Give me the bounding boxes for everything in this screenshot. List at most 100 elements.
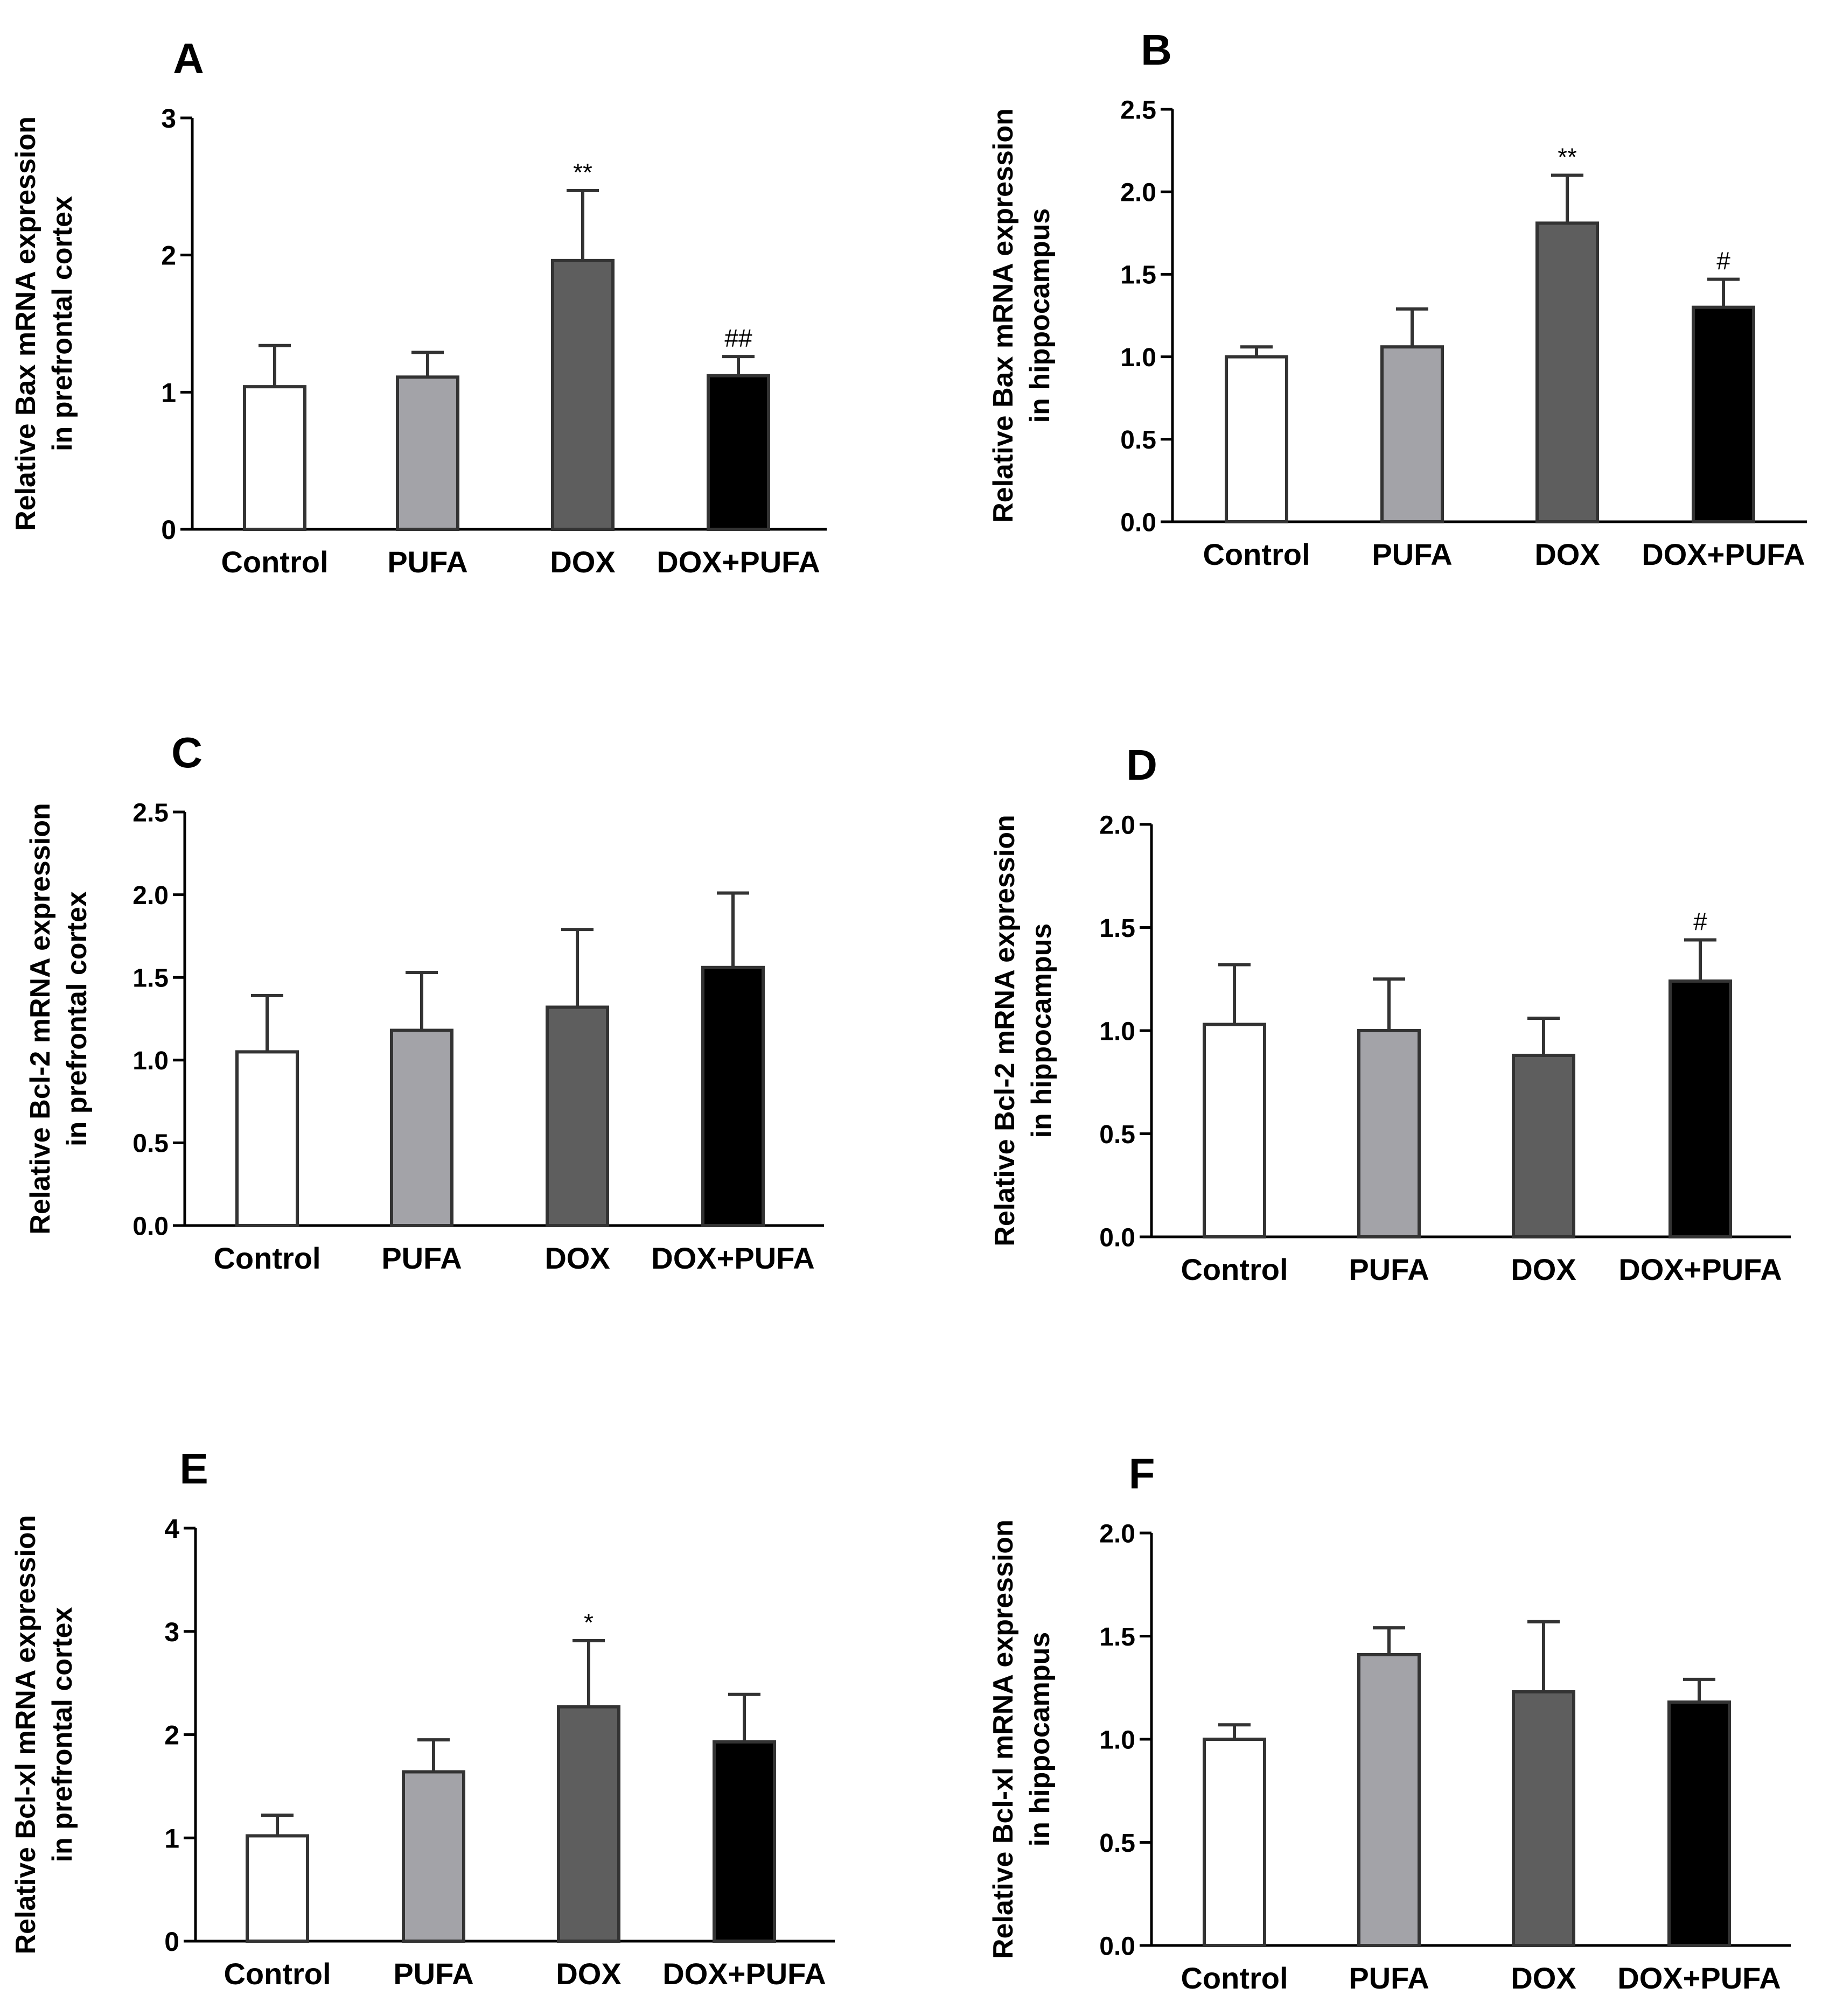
x-tick-label-pufa: PUFA xyxy=(387,545,467,579)
x-tick-label-dox: DOX xyxy=(1511,1961,1576,1995)
x-tick-label-control: Control xyxy=(221,545,328,579)
bar-pufa xyxy=(1380,345,1444,523)
y-axis-label-line1: Relative Bax mRNA expression xyxy=(988,108,1019,523)
y-tick-label: 1.0 xyxy=(1099,1726,1135,1754)
bar-control xyxy=(1225,355,1288,523)
bar-dox xyxy=(546,1005,609,1227)
bar-control xyxy=(1203,1023,1266,1238)
x-tick-label-dox: DOX xyxy=(1534,537,1600,571)
y-tick-label: 1.0 xyxy=(1120,344,1156,372)
y-tick-label: 0.5 xyxy=(1120,426,1156,454)
panel-e: E Relative Bcl-xl mRNA expression in prefr… xyxy=(10,1445,835,1991)
significance-marker-dox: ** xyxy=(573,158,592,186)
panel-label: C xyxy=(171,729,203,776)
bar-dox-pufa xyxy=(1667,1700,1731,1948)
y-tick-label: 3 xyxy=(164,1617,179,1647)
panel-a: A Relative Bax mRNA expression in prefront… xyxy=(10,34,827,579)
bar-dox-pufa xyxy=(1692,305,1755,523)
y-axis-label: Relative Bcl-xl mRNA expression in prefro… xyxy=(10,1515,78,1955)
significance-marker-dox: * xyxy=(584,1608,594,1636)
y-axis-label-line2: in prefrontal cortex xyxy=(47,1607,78,1862)
bar-pufa xyxy=(1357,1029,1421,1238)
x-tick-label-control: Control xyxy=(213,1241,320,1275)
x-tick-label-pufa: PUFA xyxy=(393,1957,473,1991)
x-tick-label-control: Control xyxy=(224,1957,331,1991)
y-axis-label: Relative Bcl-xl mRNA expression in hippoc… xyxy=(988,1520,1056,1959)
y-axis-label-line1: Relative Bax mRNA expression xyxy=(10,116,41,531)
y-tick-label: 2.0 xyxy=(1099,1520,1135,1548)
significance-marker-dox-pufa: ## xyxy=(724,324,752,352)
y-tick-label: 1.5 xyxy=(1120,261,1156,290)
y-axis-label-line2: in prefrontal cortex xyxy=(47,196,78,451)
y-axis-label-line1: Relative Bcl-2 mRNA expression xyxy=(989,815,1021,1246)
x-tick-label-control: Control xyxy=(1181,1252,1288,1286)
panel-c: C Relative Bcl-2 mRNA expression in prefro… xyxy=(25,729,824,1275)
y-tick-label: 1.5 xyxy=(1099,914,1135,943)
y-axis-label-line1: Relative Bcl-xl mRNA expression xyxy=(988,1520,1019,1959)
panel-label: B xyxy=(1141,26,1172,74)
y-tick-label: 1.0 xyxy=(132,1047,169,1075)
y-tick-label: 1.5 xyxy=(132,964,169,992)
bar-dox xyxy=(1512,1053,1575,1238)
y-tick-label: 0 xyxy=(161,515,176,545)
bar-dox xyxy=(557,1705,620,1943)
y-tick-label: 0.0 xyxy=(1099,1223,1135,1252)
y-tick-label: 0.5 xyxy=(1099,1829,1135,1858)
x-tick-label-pufa: PUFA xyxy=(1372,537,1452,571)
significance-marker-dox: ** xyxy=(1558,143,1577,171)
bar-dox xyxy=(551,258,615,531)
bar-control xyxy=(235,1050,299,1227)
y-axis-label-line1: Relative Bcl-2 mRNA expression xyxy=(25,803,56,1234)
bar-control xyxy=(243,385,306,531)
y-axis-label: Relative Bax mRNA expression in prefronta… xyxy=(10,116,78,531)
bar-dox xyxy=(1512,1690,1575,1947)
x-tick-label-control: Control xyxy=(1203,537,1310,571)
x-tick-label-dox-pufa: DOX+PUFA xyxy=(651,1241,814,1275)
y-tick-label: 0.5 xyxy=(1099,1121,1135,1149)
y-tick-label: 0.5 xyxy=(132,1130,169,1158)
bar-pufa xyxy=(1357,1653,1421,1947)
x-tick-label-dox-pufa: DOX+PUFA xyxy=(1617,1961,1781,1995)
y-axis-label: Relative Bcl-2 mRNA expression in hippoca… xyxy=(989,815,1057,1246)
y-tick-label: 0.0 xyxy=(1120,508,1156,537)
bar-dox xyxy=(1535,221,1599,523)
y-tick-label: 0 xyxy=(164,1927,179,1957)
x-tick-label-dox: DOX xyxy=(550,545,615,579)
bar-dox-pufa xyxy=(1669,979,1732,1238)
x-tick-label-pufa: PUFA xyxy=(381,1241,462,1275)
x-tick-label-pufa: PUFA xyxy=(1349,1961,1429,1995)
x-tick-label-dox-pufa: DOX+PUFA xyxy=(1618,1252,1782,1286)
panel-label: F xyxy=(1129,1450,1155,1497)
panel-label: D xyxy=(1126,741,1157,789)
significance-marker-dox-pufa: # xyxy=(1693,907,1707,935)
panel-label: E xyxy=(179,1445,208,1493)
y-tick-label: 4 xyxy=(164,1514,179,1544)
x-tick-label-dox: DOX xyxy=(1511,1252,1576,1286)
bar-dox-pufa xyxy=(701,965,765,1227)
x-tick-label-dox-pufa: DOX+PUFA xyxy=(1642,537,1805,571)
y-tick-label: 1 xyxy=(161,377,176,408)
y-axis-label-line1: Relative Bcl-xl mRNA expression xyxy=(10,1515,41,1955)
y-tick-label: 1 xyxy=(164,1823,179,1853)
x-tick-label-dox: DOX xyxy=(556,1957,621,1991)
y-axis-label-line2: in hippocampus xyxy=(1024,208,1056,423)
y-axis-label-line2: in hippocampus xyxy=(1026,923,1057,1138)
y-axis-label-line2: in prefrontal cortex xyxy=(61,891,93,1146)
y-tick-label: 2.0 xyxy=(132,881,169,910)
bar-dox-pufa xyxy=(707,374,770,531)
panel-f: F Relative Bcl-xl mRNA expression in hippo… xyxy=(988,1450,1791,1995)
y-tick-label: 2.5 xyxy=(1120,96,1156,124)
y-tick-label: 2.5 xyxy=(132,799,169,827)
bar-dox-pufa xyxy=(713,1740,776,1943)
x-tick-label-control: Control xyxy=(1181,1961,1288,1995)
bar-pufa xyxy=(402,1770,465,1943)
significance-marker-dox-pufa: # xyxy=(1716,247,1730,275)
y-tick-label: 0.0 xyxy=(132,1212,169,1241)
bar-control xyxy=(246,1834,309,1943)
y-tick-label: 1.5 xyxy=(1099,1623,1135,1651)
y-tick-label: 0.0 xyxy=(1099,1932,1135,1961)
bar-control xyxy=(1203,1738,1266,1947)
x-tick-label-pufa: PUFA xyxy=(1349,1252,1429,1286)
y-axis-label: Relative Bcl-2 mRNA expression in prefron… xyxy=(25,803,93,1234)
y-axis-label: Relative Bax mRNA expression in hippocamp… xyxy=(988,108,1056,523)
